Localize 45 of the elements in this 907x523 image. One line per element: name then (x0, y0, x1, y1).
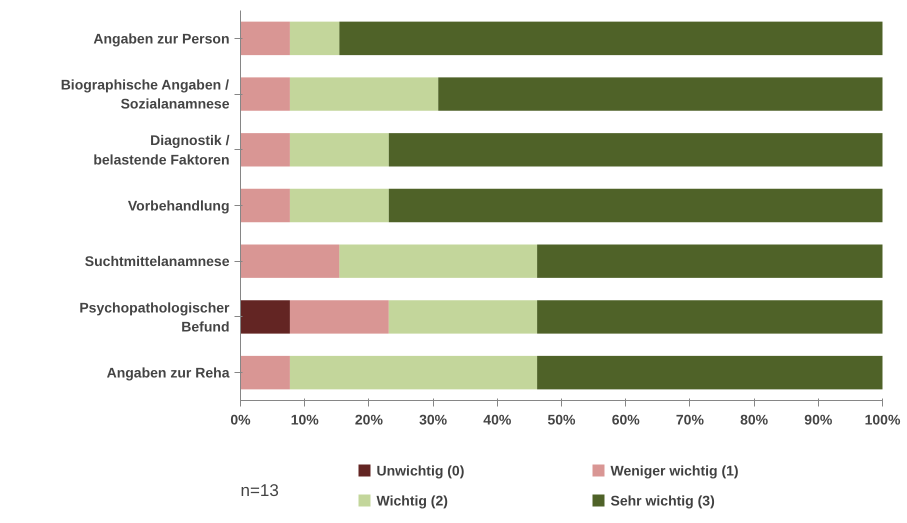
x-tick-label: 20% (354, 412, 384, 428)
bar (290, 22, 340, 56)
bar (240, 356, 290, 390)
legend-label: Unwichtig (0) (376, 462, 464, 478)
bar (339, 22, 882, 56)
y-tick-label: Psychopathologischer Befund (79, 299, 230, 335)
bar (290, 133, 389, 166)
bar (438, 77, 882, 111)
y-tick-label: Suchtmittelanamnese (84, 253, 230, 270)
bar (388, 133, 882, 166)
legend-label: Weniger wichtig (1) (610, 462, 739, 478)
x-tick-label: 0% (230, 412, 252, 428)
y-tick-label: Vorbehandlung (128, 198, 230, 214)
bar (240, 188, 290, 222)
x-tick-label: 60% (612, 412, 640, 428)
bar (388, 188, 882, 222)
legend-label: Sehr wichtig (3) (610, 492, 715, 508)
bar (290, 188, 389, 222)
y-tick-label: Biographische Angaben / Sozialanamnese (60, 76, 230, 112)
bar (290, 300, 389, 334)
bar (537, 356, 882, 390)
bar (240, 77, 290, 111)
bar (240, 244, 340, 278)
bar (290, 77, 438, 111)
legend-label: Wichtig (2) (376, 492, 448, 508)
y-tick-label: Diagnostik / belastende Faktoren (93, 132, 230, 168)
x-tick-label: 40% (483, 412, 512, 428)
y-tick-label: Angaben zur Reha (106, 364, 230, 381)
x-tick-label: 80% (740, 412, 769, 428)
bar (240, 300, 290, 334)
bar (537, 244, 882, 278)
y-tick-label: Angaben zur Person (93, 30, 230, 46)
bar (240, 133, 290, 166)
x-tick-label: 90% (804, 412, 833, 428)
bar (240, 22, 290, 56)
x-tick-label: 10% (290, 412, 320, 428)
x-tick-label: 30% (419, 412, 448, 428)
x-tick-label: 50% (547, 412, 576, 428)
bar (388, 300, 538, 334)
x-tick-label: 100% (864, 412, 901, 428)
bar (290, 356, 538, 390)
bar (537, 300, 882, 334)
x-tick-label: 70% (676, 412, 704, 428)
bar (339, 244, 538, 278)
text: n=13 (240, 481, 279, 500)
